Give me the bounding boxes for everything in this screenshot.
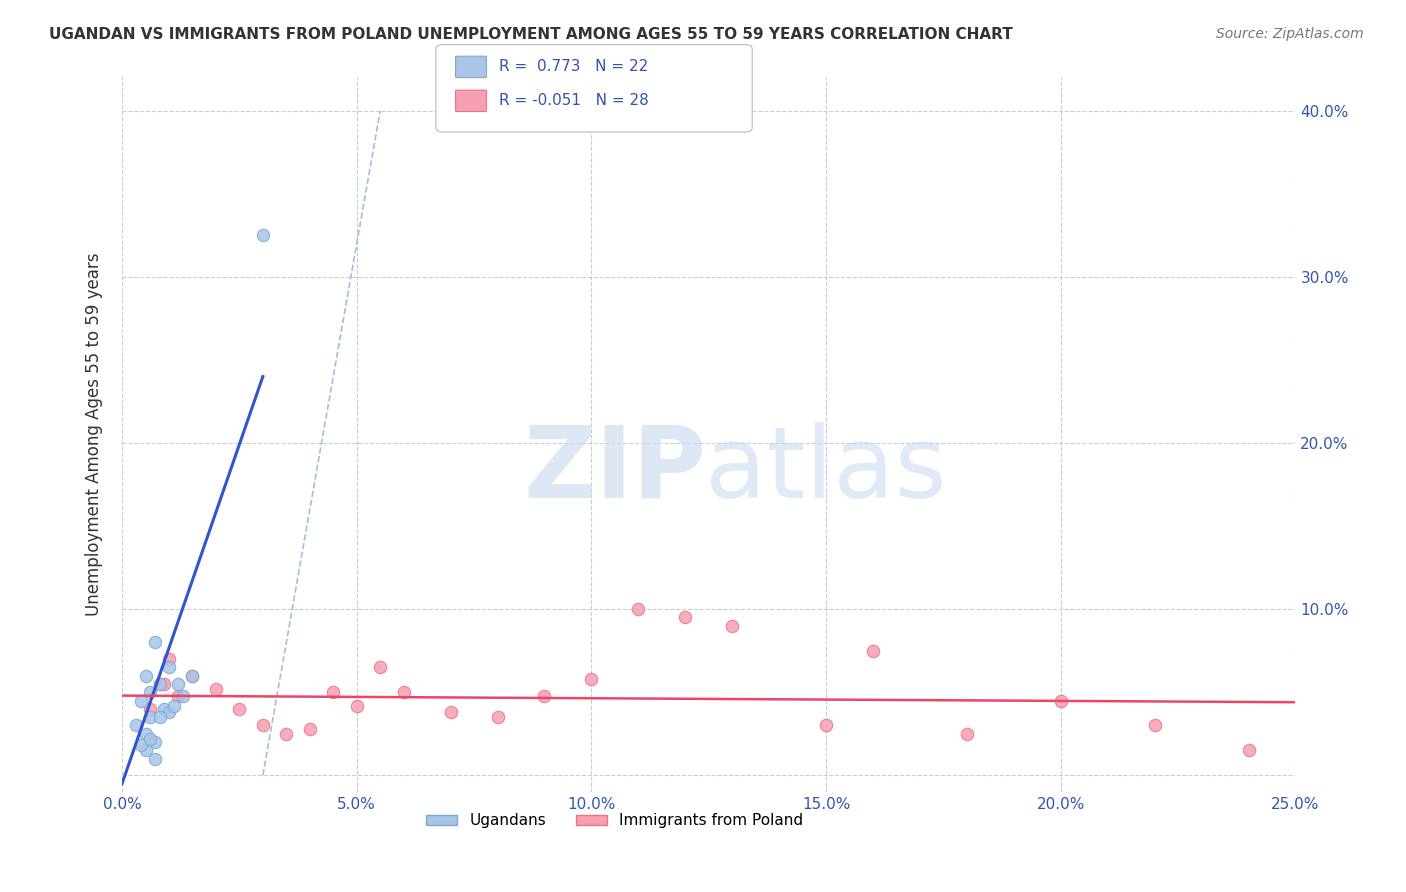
Text: R = -0.051   N = 28: R = -0.051 N = 28: [499, 94, 650, 108]
Point: [157, 660, 180, 674]
Point: [134, 743, 156, 757]
Point: [252, 228, 274, 243]
Point: [346, 698, 368, 713]
Point: [139, 710, 162, 724]
Point: [815, 718, 838, 732]
Point: [163, 698, 186, 713]
Point: [252, 718, 274, 732]
Point: [167, 677, 190, 691]
Point: [533, 689, 555, 703]
Point: [157, 652, 180, 666]
Point: [149, 710, 172, 724]
Point: [125, 718, 148, 732]
Point: [167, 689, 190, 703]
Point: [139, 702, 162, 716]
Text: UGANDAN VS IMMIGRANTS FROM POLAND UNEMPLOYMENT AMONG AGES 55 TO 59 YEARS CORRELA: UGANDAN VS IMMIGRANTS FROM POLAND UNEMPL…: [49, 27, 1012, 42]
Point: [205, 681, 228, 696]
Point: [157, 705, 180, 719]
Point: [143, 635, 166, 649]
Point: [276, 727, 298, 741]
Text: ZIP: ZIP: [523, 422, 706, 519]
Point: [298, 722, 321, 736]
Point: [139, 685, 162, 699]
Text: R =  0.773   N = 22: R = 0.773 N = 22: [499, 60, 648, 74]
Point: [721, 619, 744, 633]
Point: [627, 602, 650, 616]
Point: [322, 685, 344, 699]
Point: [181, 668, 204, 682]
Point: [139, 731, 162, 746]
Y-axis label: Unemployment Among Ages 55 to 59 years: Unemployment Among Ages 55 to 59 years: [86, 253, 103, 616]
Point: [1049, 693, 1071, 707]
Point: [134, 727, 156, 741]
Point: [149, 677, 172, 691]
Point: [129, 693, 152, 707]
Point: [228, 702, 250, 716]
Point: [172, 689, 194, 703]
Point: [673, 610, 696, 624]
Point: [1143, 718, 1166, 732]
Point: [439, 705, 461, 719]
Point: [143, 752, 166, 766]
Point: [153, 702, 176, 716]
Point: [153, 677, 176, 691]
Point: [368, 660, 391, 674]
Point: [862, 644, 884, 658]
Point: [1237, 743, 1260, 757]
Point: [181, 668, 204, 682]
Point: [129, 739, 152, 753]
Point: [956, 727, 979, 741]
Legend: Ugandans, Immigrants from Poland: Ugandans, Immigrants from Poland: [420, 807, 810, 834]
Text: Source: ZipAtlas.com: Source: ZipAtlas.com: [1216, 27, 1364, 41]
Point: [581, 672, 603, 686]
Point: [486, 710, 509, 724]
Point: [149, 677, 172, 691]
Point: [143, 735, 166, 749]
Text: atlas: atlas: [706, 422, 946, 519]
Point: [134, 668, 156, 682]
Point: [392, 685, 415, 699]
